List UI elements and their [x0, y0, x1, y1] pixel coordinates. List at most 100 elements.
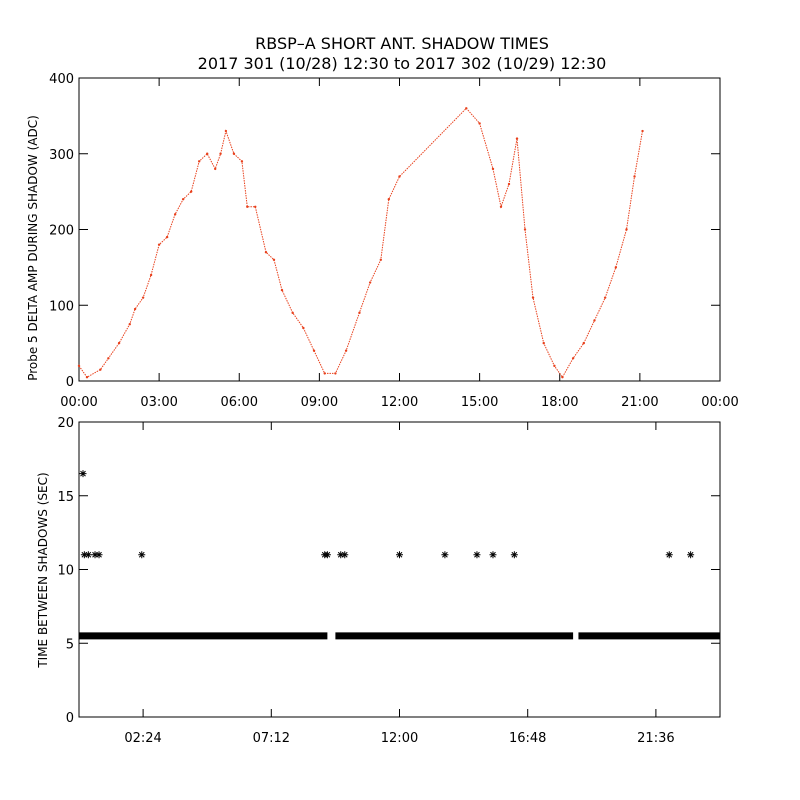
data-point — [665, 551, 673, 559]
x-tick-label: 15:00 — [461, 395, 498, 410]
x-tick-label: 12:00 — [381, 731, 418, 746]
x-tick-label: 21:00 — [621, 395, 658, 410]
y-tick-label: 15 — [57, 490, 74, 505]
data-point — [542, 341, 545, 345]
data-point — [291, 311, 294, 315]
top-axis-ticks: 00:00 03:00 06:00 09:00 12:00 15:00 18:00 21:00… — [49, 72, 739, 410]
data-point — [473, 551, 481, 559]
baseline-band — [578, 632, 720, 640]
data-point — [84, 551, 92, 559]
data-point — [625, 228, 628, 231]
data-point — [99, 368, 102, 371]
top-data-points — [77, 107, 644, 379]
data-point — [79, 470, 87, 478]
data-point — [641, 129, 644, 133]
data-point — [246, 205, 249, 208]
y-tick-label: 300 — [49, 148, 74, 163]
data-point — [165, 235, 169, 239]
chart-title-line2: 2017 301 (10/28) 12:30 to 2017 302 (10/2… — [198, 54, 607, 73]
data-point — [149, 273, 153, 277]
data-point — [197, 160, 201, 163]
data-point — [117, 341, 121, 345]
data-point — [341, 551, 349, 559]
data-point — [95, 551, 103, 559]
top-ylabel: Probe 5 DELTA AMP DURING SHADOW (ADC) — [26, 115, 40, 381]
data-point — [489, 551, 497, 559]
data-point — [141, 296, 145, 299]
x-tick-label: 00:00 — [60, 395, 97, 410]
data-point — [224, 129, 228, 133]
data-point — [614, 266, 618, 269]
x-tick-label: 02:24 — [124, 731, 161, 746]
data-point — [85, 376, 89, 379]
data-point — [206, 152, 209, 155]
data-point — [515, 137, 519, 140]
data-point — [334, 372, 337, 375]
y-tick-label: 200 — [49, 224, 74, 239]
data-point — [189, 190, 193, 193]
data-point — [157, 243, 161, 246]
data-point — [280, 288, 284, 292]
data-point — [396, 551, 403, 559]
data-point — [379, 258, 383, 261]
bottom-plot-frame — [78, 421, 721, 718]
data-point — [593, 319, 596, 322]
data-point — [571, 357, 575, 360]
data-point — [603, 296, 607, 299]
top-panel: Probe 5 DELTA AMP DURING SHADOW (ADC) 00… — [26, 72, 739, 410]
x-tick-label: 12:00 — [381, 395, 418, 410]
data-point — [138, 551, 146, 559]
x-tick-label: 03:00 — [140, 395, 177, 410]
data-point — [323, 372, 326, 375]
data-point — [368, 281, 372, 284]
top-plot-frame — [78, 77, 721, 382]
y-tick-label: 100 — [49, 299, 74, 314]
baseline-band — [79, 632, 328, 640]
data-point — [133, 307, 137, 311]
data-point — [387, 198, 391, 201]
data-point — [478, 122, 481, 125]
data-point — [272, 258, 276, 261]
x-tick-label: 21:36 — [637, 731, 674, 746]
x-tick-label: 09:00 — [301, 395, 338, 410]
data-point — [553, 364, 556, 368]
data-point — [312, 349, 316, 352]
data-point — [687, 551, 695, 559]
data-point — [219, 152, 222, 155]
data-point — [358, 311, 361, 315]
x-tick-label: 16:48 — [509, 731, 546, 746]
data-point — [107, 357, 110, 360]
x-tick-label: 18:00 — [541, 395, 578, 410]
data-point — [523, 228, 527, 231]
data-point — [128, 322, 131, 326]
data-point — [302, 326, 305, 330]
data-point — [398, 175, 401, 178]
bottom-ylabel: TIME BETWEEN SHADOWS (SEC) — [36, 472, 50, 668]
data-point — [465, 107, 468, 110]
x-tick-label: 00:00 — [701, 395, 738, 410]
data-point — [507, 182, 511, 186]
bottom-axis-ticks: 02:24 07:12 12:00 16:48 21:36 0 5 10 15 20 — [57, 416, 720, 746]
data-point — [181, 198, 185, 201]
data-point — [499, 205, 503, 208]
data-point — [232, 152, 236, 155]
baseline-band — [335, 632, 574, 640]
data-point — [323, 551, 331, 559]
data-point — [264, 251, 268, 254]
data-point — [173, 213, 177, 216]
x-tick-label: 06:00 — [221, 395, 258, 410]
bottom-baseline-marks — [79, 632, 720, 640]
data-point — [531, 296, 535, 299]
y-tick-label: 10 — [57, 564, 74, 579]
amplitude-trace — [78, 107, 643, 379]
y-tick-label: 20 — [57, 416, 74, 431]
y-tick-label: 400 — [49, 72, 74, 87]
data-point — [441, 551, 449, 559]
bottom-data-points — [79, 470, 695, 559]
data-point — [254, 205, 257, 208]
data-point — [582, 341, 585, 345]
data-point — [344, 349, 348, 352]
bottom-panel: TIME BETWEEN SHADOWS (SEC) 02:24 07:12 12:… — [36, 416, 721, 746]
data-point — [214, 167, 217, 171]
